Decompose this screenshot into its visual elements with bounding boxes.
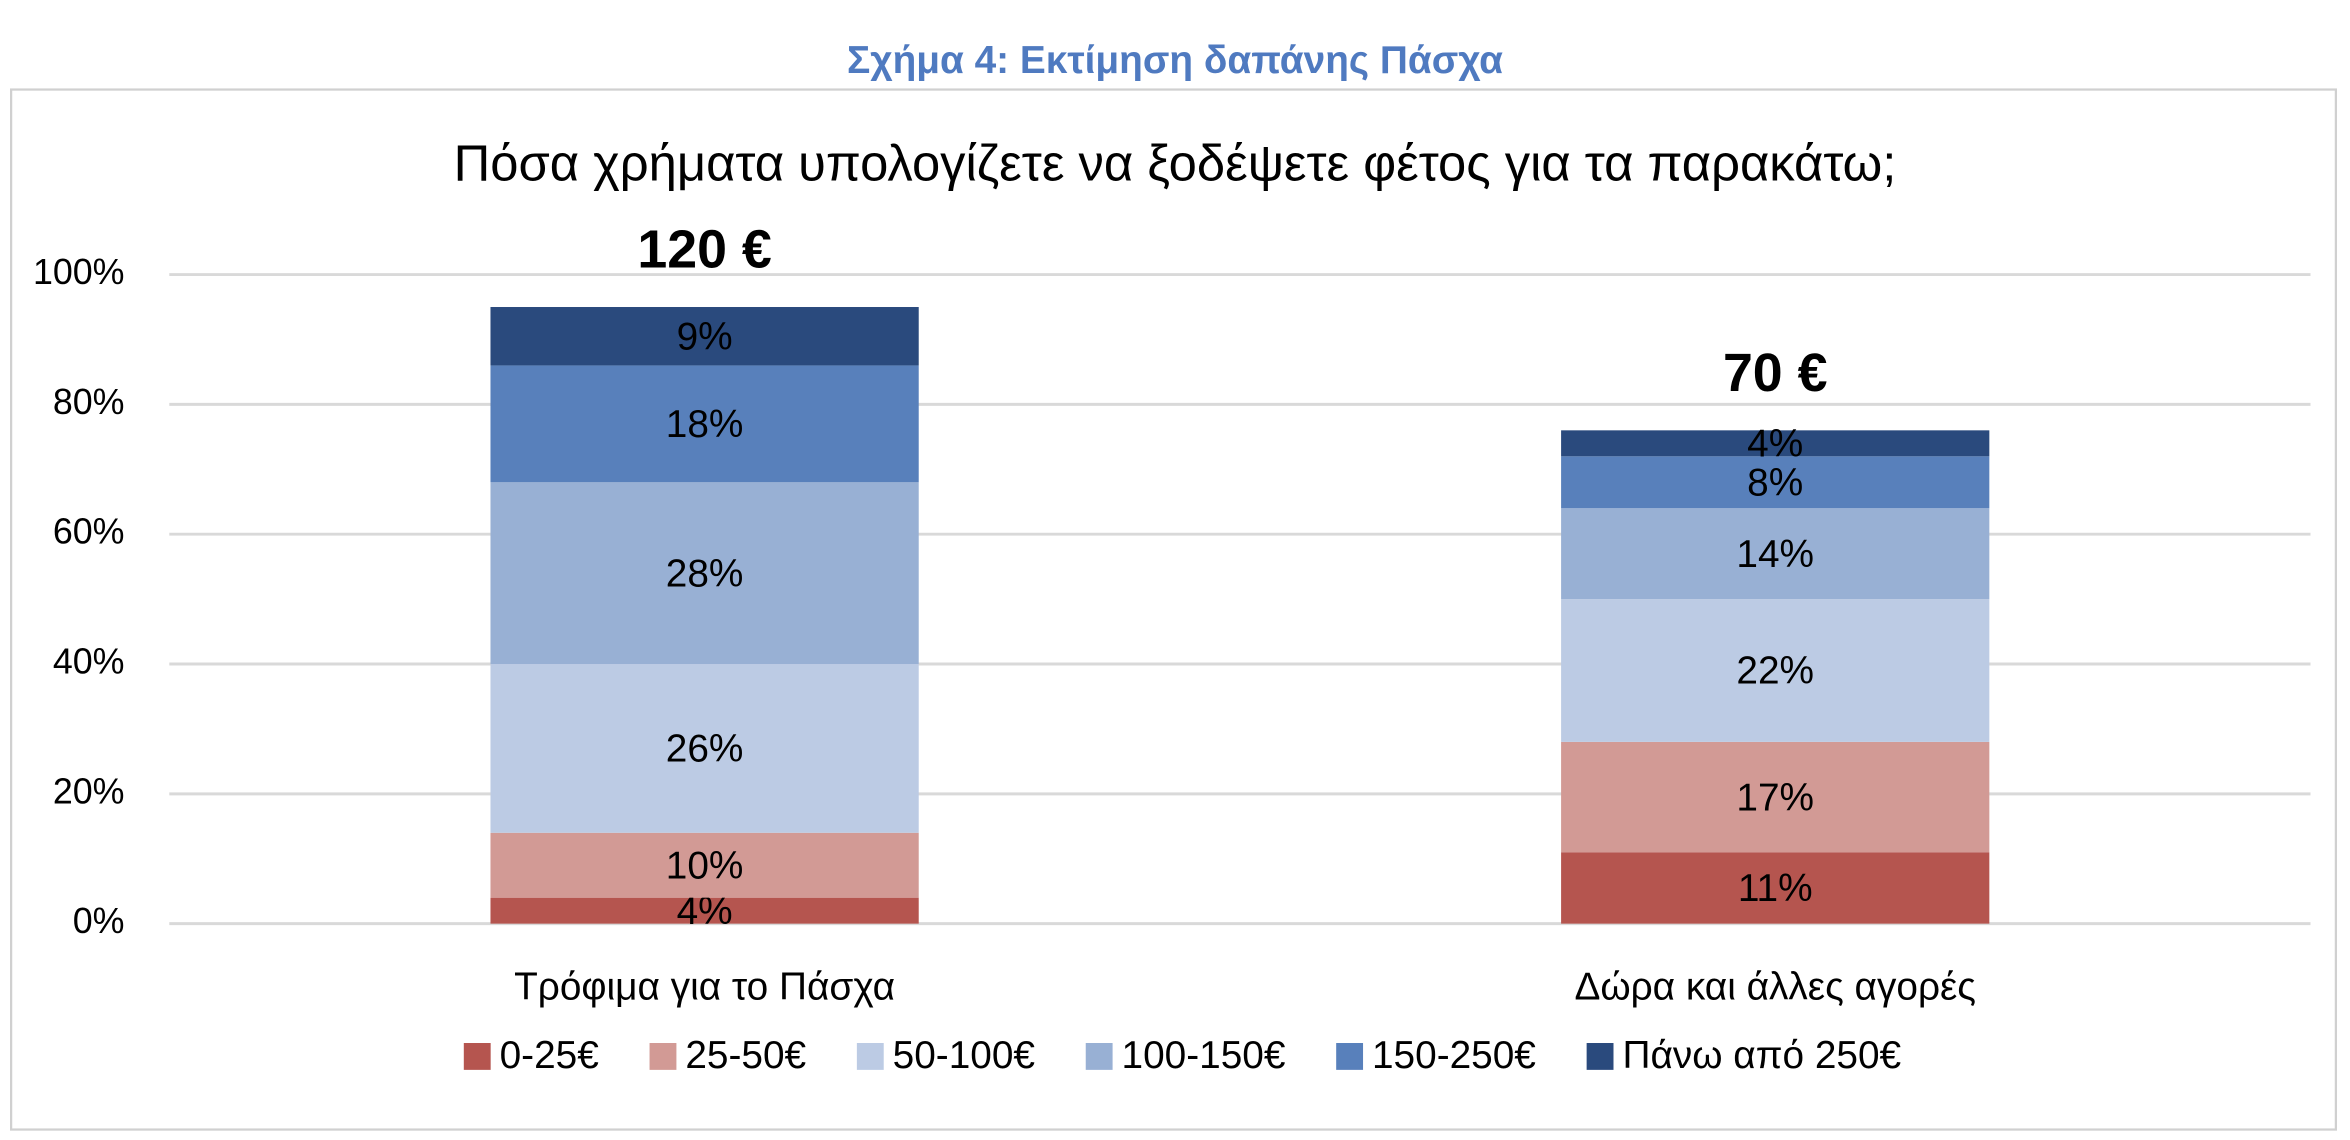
data-label: 18% xyxy=(666,403,744,446)
total-label: 70 € xyxy=(1723,343,1828,403)
data-label: 11% xyxy=(1738,867,1813,910)
bar-segment xyxy=(490,897,919,924)
bar-segment xyxy=(490,365,919,483)
x-tick-label: Δώρα και άλλες αγορές xyxy=(1574,966,1976,1009)
legend-label: 50-100€ xyxy=(893,1034,1036,1077)
bar-segment xyxy=(490,664,919,833)
bar-segment xyxy=(490,832,919,898)
bar-segment xyxy=(1561,456,1990,509)
bar-segment xyxy=(1561,852,1990,924)
legend-label: 100-150€ xyxy=(1122,1034,1286,1077)
legend-label: Πάνω από 250€ xyxy=(1622,1034,1901,1077)
bar-segment xyxy=(1561,430,1990,457)
y-tick-label: 20% xyxy=(53,771,125,811)
legend-swatch xyxy=(463,1043,491,1070)
legend-label: 25-50€ xyxy=(685,1034,806,1077)
data-label: 4% xyxy=(1747,423,1803,466)
data-label: 28% xyxy=(666,552,744,595)
legend-swatch xyxy=(1085,1043,1113,1070)
chart-title: Πόσα χρήματα υπολογίζετε να ξοδέψετε φέτ… xyxy=(454,135,1897,192)
data-label: 9% xyxy=(677,315,733,358)
bar-segment xyxy=(1561,508,1990,600)
data-label: 26% xyxy=(666,728,744,771)
legend-swatch xyxy=(1586,1043,1614,1070)
data-label: 22% xyxy=(1736,650,1814,693)
data-label: 10% xyxy=(666,844,744,887)
legend-label: 150-250€ xyxy=(1372,1034,1536,1077)
y-tick-label: 0% xyxy=(73,901,125,941)
y-tick-label: 60% xyxy=(53,512,125,552)
legend-swatch xyxy=(649,1043,677,1070)
x-tick-label: Τρόφιμα για το Πάσχα xyxy=(514,966,895,1009)
bar-segment xyxy=(1561,741,1990,853)
bar-segment xyxy=(1561,599,1990,742)
legend-label: 0-25€ xyxy=(500,1034,600,1077)
data-label: 8% xyxy=(1747,461,1803,504)
data-label: 14% xyxy=(1736,533,1814,576)
y-tick-label: 80% xyxy=(53,382,125,422)
data-label: 17% xyxy=(1736,776,1814,819)
total-label: 120 € xyxy=(637,219,771,279)
figure-caption: Σχήμα 4: Εκτίμηση δαπάνης Πάσχα xyxy=(847,39,1503,82)
legend-swatch xyxy=(1336,1043,1364,1070)
bar-segment xyxy=(490,307,919,366)
legend-swatch xyxy=(856,1043,884,1070)
y-tick-label: 40% xyxy=(53,641,125,681)
bar-segment xyxy=(490,482,919,665)
y-tick-label: 100% xyxy=(33,252,125,292)
